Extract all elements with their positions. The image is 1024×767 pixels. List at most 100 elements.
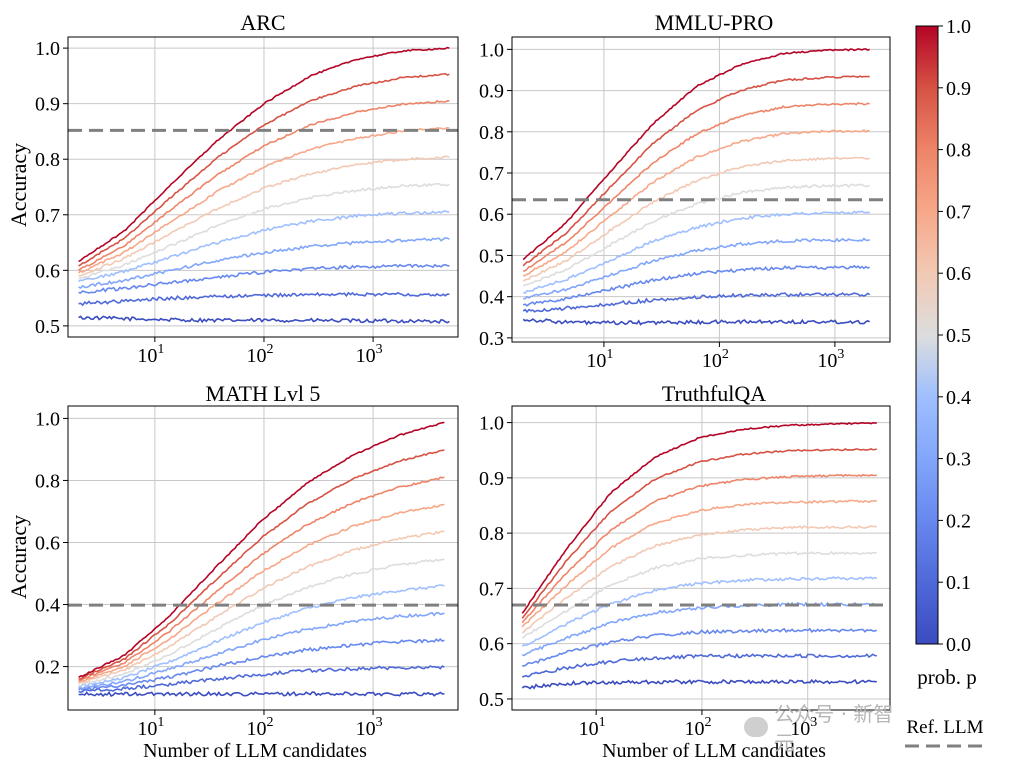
series-line-p-0-9 bbox=[521, 447, 877, 619]
colorbar-tick-label-0-6: 0.6 bbox=[946, 263, 971, 285]
x-tick-exponent: 2 bbox=[722, 347, 729, 362]
colorbar-tick-label-1-0: 1.0 bbox=[946, 16, 971, 38]
x-tick-label-10-3: 103 bbox=[817, 347, 844, 372]
series-line-p-0-8 bbox=[78, 476, 445, 682]
colorbar-tick-label-0-4: 0.4 bbox=[946, 387, 971, 409]
y-tick-label-0-4: 0.4 bbox=[479, 287, 504, 309]
watermark-text: 公众号 · 新智元 bbox=[774, 702, 894, 755]
y-tick-label-1-0: 1.0 bbox=[479, 413, 504, 435]
series-line-p-0-1 bbox=[78, 665, 445, 694]
series-line-p-0-5 bbox=[522, 183, 870, 287]
series-line-p-0-9 bbox=[78, 449, 445, 680]
series-line-p-0-4 bbox=[521, 576, 878, 648]
x-tick-exponent: 3 bbox=[810, 715, 817, 730]
legend: Ref. LLM bbox=[905, 717, 985, 748]
series-line-p-1 bbox=[78, 421, 445, 679]
series-line-p-0-2 bbox=[522, 264, 870, 307]
x-tick-label-10-1: 101 bbox=[137, 715, 164, 740]
series-line-p-0-1 bbox=[78, 291, 450, 307]
series-line-p-0-3 bbox=[78, 237, 450, 289]
x-tick-label-10-2: 102 bbox=[246, 715, 273, 740]
y-tick-label-0-5: 0.5 bbox=[35, 316, 60, 338]
colorbar: 0.0 0.1 0.2 0.3 0.4 0.5 0.6 0.7 0.8 0.9 1.0 prob. … bbox=[915, 16, 977, 689]
x-axis-label: Number of LLM candidates bbox=[602, 740, 826, 762]
watermark: 公众号 · 新智元 bbox=[744, 702, 904, 755]
series-line-p-0-2 bbox=[522, 627, 877, 667]
panel-mmlu-pro: MMLU-PRO 0.3 0.4 0.5 0.6 0.7 0.8 0.9 1.0 101 102 1… bbox=[479, 10, 891, 372]
series-line-p-1 bbox=[522, 48, 870, 261]
series-line-p-0-4 bbox=[78, 584, 445, 688]
y-tick-label-0-3: 0.3 bbox=[479, 328, 504, 350]
plot-frame bbox=[511, 36, 891, 343]
series-line-p-0-8 bbox=[521, 473, 877, 624]
series-line-p-0-8 bbox=[523, 101, 870, 272]
y-tick-label-0-8: 0.8 bbox=[35, 149, 60, 171]
series-line-p-0-5 bbox=[78, 558, 445, 687]
series-line-p-0-6 bbox=[521, 525, 878, 634]
x-tick-label-10-1: 101 bbox=[586, 347, 613, 372]
series-line-p-0-1 bbox=[522, 291, 871, 314]
x-tick-exponent: 2 bbox=[266, 342, 273, 357]
y-tick-label-0-6: 0.6 bbox=[479, 634, 504, 656]
plot-frame bbox=[67, 405, 459, 711]
colorbar-tick-label-0-1: 0.1 bbox=[946, 572, 971, 594]
y-tick-label-0-8: 0.8 bbox=[35, 470, 60, 492]
y-tick-label-0-2: 0.2 bbox=[35, 657, 60, 679]
x-tick-exponent: 3 bbox=[376, 342, 383, 357]
y-tick-label-0-6: 0.6 bbox=[35, 532, 60, 554]
y-tick-label-0-6: 0.6 bbox=[479, 204, 504, 226]
series-line-p-0-4 bbox=[78, 210, 450, 283]
y-tick-label-0-6: 0.6 bbox=[35, 260, 60, 282]
x-tick-exponent: 2 bbox=[266, 715, 273, 730]
x-tick-label-10-2: 102 bbox=[702, 347, 729, 372]
panel-arc: ARC Accuracy 0.5 0.6 0.7 0.8 0.9 1.0 101 102 103 bbox=[6, 10, 459, 367]
panel-title: TruthfulQA bbox=[662, 381, 766, 406]
plot-frame bbox=[511, 405, 891, 711]
panel-title: ARC bbox=[240, 10, 285, 35]
series-line-p-0-6 bbox=[78, 530, 445, 685]
y-tick-label-0-4: 0.4 bbox=[35, 595, 60, 617]
legend-ref-label: Ref. LLM bbox=[906, 717, 983, 738]
y-tick-label-0-9: 0.9 bbox=[479, 468, 504, 490]
panel-title: MMLU-PRO bbox=[655, 10, 774, 35]
series-line-p-0-7 bbox=[521, 499, 877, 628]
y-tick-label-1-0: 1.0 bbox=[35, 408, 60, 430]
series-line-p-0-2 bbox=[78, 637, 445, 692]
series-line-p-0-7 bbox=[78, 126, 450, 274]
plot-frame bbox=[67, 36, 459, 338]
series-line-p-0-2 bbox=[78, 263, 450, 294]
series-line-p-0-6 bbox=[78, 155, 450, 277]
series-line-p-0 bbox=[78, 690, 445, 698]
y-tick-label-1-0: 1.0 bbox=[479, 39, 504, 61]
colorbar-tick-label-0-0: 0.0 bbox=[946, 634, 971, 656]
series-line-p-0-7 bbox=[522, 129, 870, 277]
series-line-p-0-7 bbox=[78, 503, 445, 683]
colorbar-tick-label-0-2: 0.2 bbox=[946, 510, 971, 532]
colorbar-label: prob. p bbox=[917, 665, 977, 689]
x-tick-exponent: 1 bbox=[157, 715, 164, 730]
colorbar-gradient bbox=[915, 25, 939, 645]
series-line-p-0-5 bbox=[521, 550, 877, 639]
y-tick-label-0-7: 0.7 bbox=[479, 578, 504, 600]
series-line-p-0-6 bbox=[522, 156, 871, 282]
series-line-p-0 bbox=[522, 318, 871, 326]
y-axis-label: Accuracy bbox=[6, 515, 31, 599]
series-line-p-0-4 bbox=[522, 210, 870, 295]
y-tick-label-0-7: 0.7 bbox=[35, 205, 60, 227]
colorbar-tick-label-0-7: 0.7 bbox=[946, 201, 971, 223]
x-tick-label-10-1: 101 bbox=[579, 715, 606, 740]
colorbar-tick-label-0-5: 0.5 bbox=[946, 325, 971, 347]
y-tick-label-0-9: 0.9 bbox=[35, 94, 60, 116]
x-tick-exponent: 2 bbox=[704, 715, 711, 730]
series-line-p-0 bbox=[78, 315, 450, 324]
series-line-p-0-8 bbox=[78, 99, 450, 271]
x-tick-label-10-3: 103 bbox=[356, 342, 383, 367]
series-line-p-0-1 bbox=[522, 653, 877, 678]
panel-truthfulqa: TruthfulQA Number of LLM candidates 0.5 0… bbox=[479, 381, 891, 762]
y-tick-label-1-0: 1.0 bbox=[35, 38, 60, 60]
y-tick-label-0-9: 0.9 bbox=[479, 81, 504, 103]
panel-title: MATH Lvl 5 bbox=[206, 381, 321, 406]
y-tick-label-0-8: 0.8 bbox=[479, 122, 504, 144]
x-tick-exponent: 3 bbox=[837, 347, 844, 362]
x-tick-exponent: 1 bbox=[606, 347, 613, 362]
